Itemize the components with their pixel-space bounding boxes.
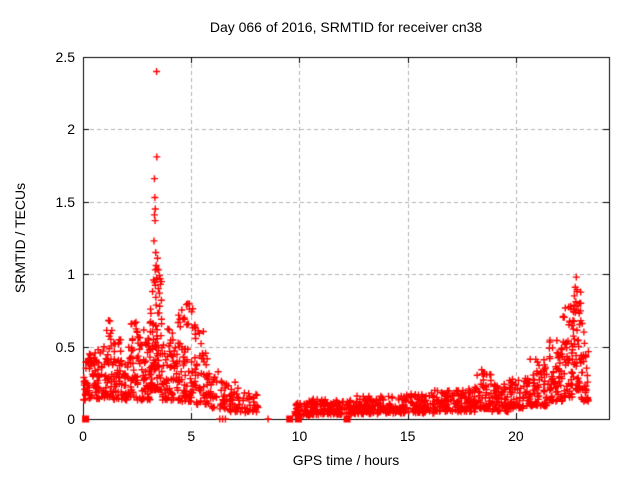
y-tick-label: 1 <box>67 266 75 283</box>
x-tick-label: 20 <box>508 428 524 444</box>
x-tick-label: 0 <box>79 428 87 444</box>
y-tick-label: 2.5 <box>55 49 75 65</box>
x-tick-label: 5 <box>187 428 196 444</box>
x-tick-label: 15 <box>399 428 416 444</box>
y-tick-label: 0.5 <box>55 338 75 355</box>
y-tick-label: 2 <box>67 121 75 138</box>
y-tick-label: 0 <box>67 411 75 427</box>
y-tick-label: 1.5 <box>55 193 75 210</box>
x-tick-label: 10 <box>291 428 308 444</box>
chart-title: Day 066 of 2016, SRMTID for receiver cn3… <box>209 19 483 35</box>
x-axis-label: GPS time / hours <box>292 452 400 468</box>
